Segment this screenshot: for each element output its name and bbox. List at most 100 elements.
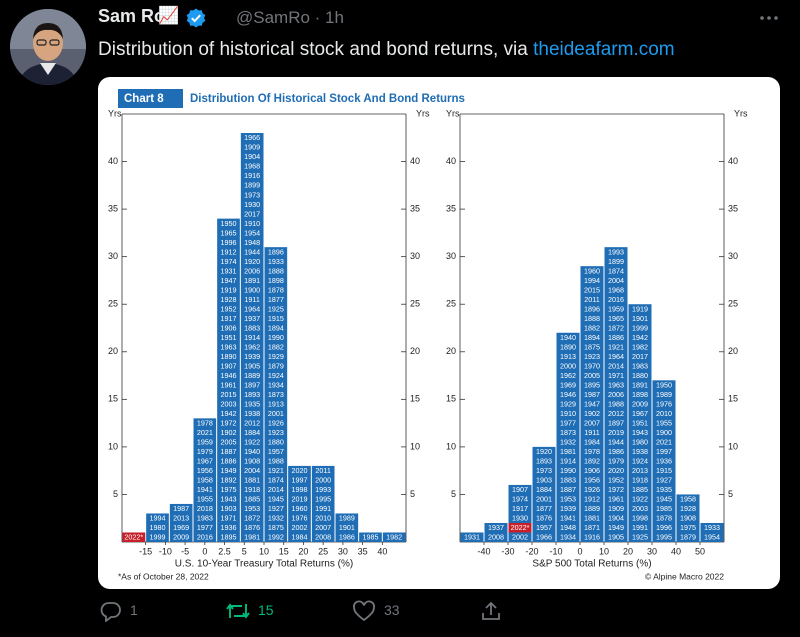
x-tick-label: 30 xyxy=(338,546,348,556)
year-label: 1884 xyxy=(536,485,552,494)
year-label: 1891 xyxy=(632,380,648,389)
author-name[interactable]: Sam Ro xyxy=(98,6,166,26)
year-label: 1956 xyxy=(197,466,213,475)
year-label: 1922 xyxy=(244,438,260,447)
year-label: 1879 xyxy=(680,533,696,542)
year-label: 1946 xyxy=(221,371,237,380)
year-label: 1977 xyxy=(197,523,213,532)
year-label: 1965 xyxy=(221,228,237,237)
year-label: 1991 xyxy=(315,504,331,513)
year-label: 1911 xyxy=(584,428,599,437)
year-label: 2015 xyxy=(221,390,237,399)
year-label: 2003 xyxy=(221,399,237,408)
year-label: 1963 xyxy=(608,380,624,389)
year-label: 1933 xyxy=(704,523,720,532)
like-count: 33 xyxy=(384,602,400,618)
year-label: 2017 xyxy=(632,352,648,361)
year-label: 1896 xyxy=(268,247,284,256)
year-label: 1990 xyxy=(560,466,576,475)
year-label: 1937 xyxy=(488,523,504,532)
year-label: 1944 xyxy=(244,247,260,256)
year-label: 1998 xyxy=(292,485,308,494)
year-label: 1984 xyxy=(584,438,600,447)
retweet-count: 15 xyxy=(258,602,274,618)
year-label: 1871 xyxy=(584,523,600,532)
year-label: 1939 xyxy=(560,504,576,513)
retweet-icon[interactable] xyxy=(225,600,251,622)
year-label: 2010 xyxy=(656,409,672,418)
year-label: 2013 xyxy=(632,466,648,475)
year-label: 1955 xyxy=(656,419,672,428)
year-label: 1976 xyxy=(292,514,308,523)
year-label: 2006 xyxy=(608,390,624,399)
year-label: 1935 xyxy=(244,399,260,408)
year-label: 1959 xyxy=(608,304,624,313)
year-label: 1982 xyxy=(386,533,402,542)
share-icon[interactable] xyxy=(480,600,502,622)
year-label: 1931 xyxy=(464,533,480,542)
reply-icon[interactable] xyxy=(100,600,122,622)
x-tick-label: -20 xyxy=(525,546,538,556)
year-label: 1872 xyxy=(608,323,624,332)
year-label: 1901 xyxy=(632,314,648,323)
x-tick-label: 15 xyxy=(279,546,289,556)
chart-image[interactable]: Chart 8 Distribution Of Historical Stock… xyxy=(98,77,780,594)
like-icon[interactable] xyxy=(352,600,376,622)
year-label: 1886 xyxy=(608,333,624,342)
year-label: 2000 xyxy=(560,361,576,370)
bar xyxy=(460,532,484,542)
year-label: 2012 xyxy=(608,409,624,418)
year-label: 2018 xyxy=(197,504,213,513)
year-label: 1902 xyxy=(584,409,600,418)
year-label: 2019 xyxy=(292,495,308,504)
year-label: 1961 xyxy=(608,495,624,504)
year-label: 1979 xyxy=(197,447,213,456)
year-label: 1918 xyxy=(632,476,648,485)
year-label: 1996 xyxy=(656,523,672,532)
more-menu[interactable] xyxy=(758,12,780,24)
year-label: 1967 xyxy=(197,457,213,466)
year-label: 1955 xyxy=(197,495,213,504)
year-label: 1930 xyxy=(512,514,528,523)
year-label: 1986 xyxy=(608,447,624,456)
y-tick-label: 35 xyxy=(728,203,738,213)
year-label: 1926 xyxy=(584,485,600,494)
year-label: 1936 xyxy=(221,523,237,532)
year-label: 1881 xyxy=(244,476,260,485)
bar xyxy=(193,418,217,542)
year-label: 1923 xyxy=(584,352,600,361)
author-emoji: 📈 xyxy=(158,6,180,25)
y-tick-label: 35 xyxy=(108,203,118,213)
year-label: 2000 xyxy=(315,476,331,485)
year-label: 1959 xyxy=(197,438,213,447)
avatar[interactable] xyxy=(10,9,86,85)
year-label: 1996 xyxy=(221,238,237,247)
y-tick-label: 15 xyxy=(446,394,456,404)
year-label: 1966 xyxy=(244,133,260,142)
y-tick-label: 5 xyxy=(728,489,733,499)
year-label: 1882 xyxy=(584,323,600,332)
bar xyxy=(146,513,169,542)
x-tick-label: -10 xyxy=(549,546,562,556)
year-label: 2019 xyxy=(608,428,624,437)
y-tick-label: 40 xyxy=(728,156,738,166)
year-label: 1893 xyxy=(244,390,260,399)
year-label: 1897 xyxy=(608,419,624,428)
tweet-link[interactable]: theideafarm.com xyxy=(533,39,675,60)
year-label: 1978 xyxy=(197,419,213,428)
year-label: 1886 xyxy=(221,457,237,466)
year-label: 1957 xyxy=(268,447,284,456)
year-label: 2015 xyxy=(584,285,600,294)
year-label: 1885 xyxy=(244,495,260,504)
year-label: 1889 xyxy=(244,371,260,380)
year-label: 1948 xyxy=(244,238,260,247)
year-label: 2005 xyxy=(221,438,237,447)
year-label: 1917 xyxy=(512,504,528,513)
year-label: 1928 xyxy=(680,504,696,513)
year-label: 1969 xyxy=(173,523,189,532)
year-label: 1968 xyxy=(608,285,624,294)
year-label: 1966 xyxy=(536,533,552,542)
year-label: 1932 xyxy=(268,514,284,523)
year-label: 1906 xyxy=(221,323,237,332)
year-label: 1962 xyxy=(560,371,576,380)
